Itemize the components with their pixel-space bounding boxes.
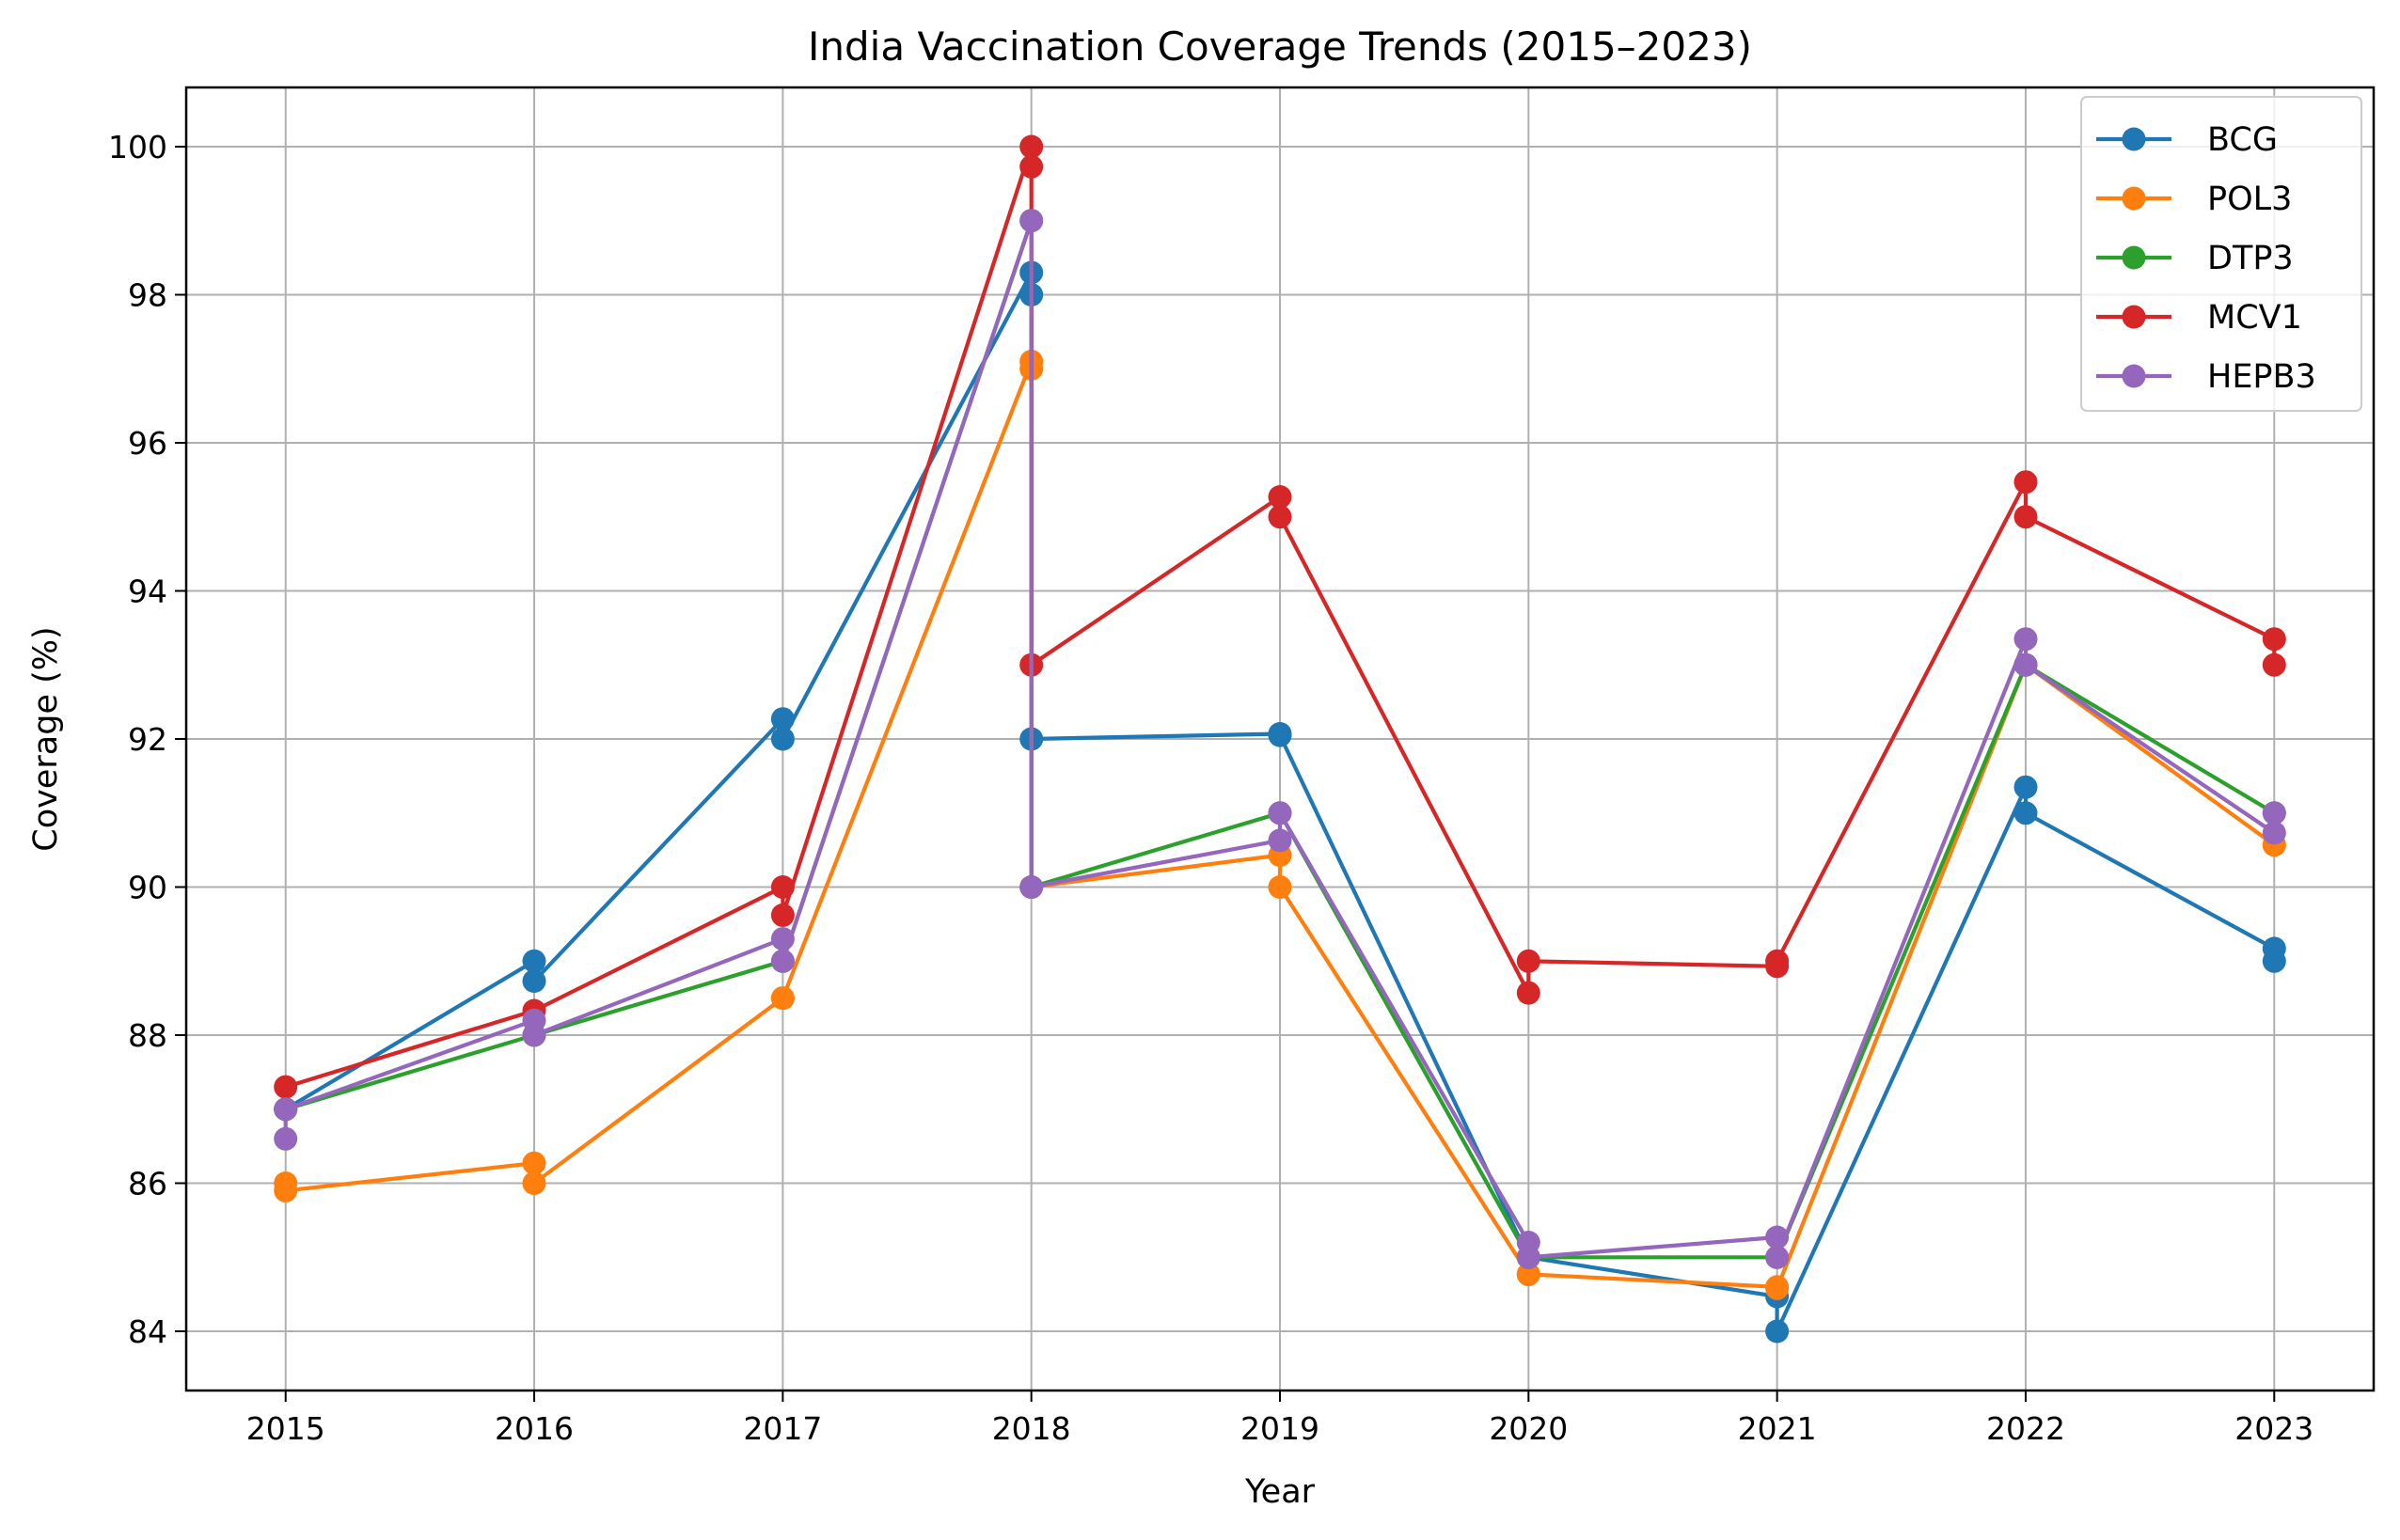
data-point-pol3 bbox=[522, 1171, 546, 1195]
legend-label-pol3: POL3 bbox=[2207, 181, 2292, 218]
data-point-mcv1 bbox=[2262, 652, 2286, 677]
data-point-hepb3 bbox=[2262, 801, 2286, 825]
data-point-hepb3 bbox=[274, 1097, 298, 1122]
data-point-mcv1 bbox=[1019, 134, 1044, 159]
x-tick-label: 2015 bbox=[246, 1410, 325, 1447]
data-point-mcv1 bbox=[1268, 505, 1292, 529]
data-point-hepb3 bbox=[770, 927, 795, 951]
data-point-pol3 bbox=[1516, 1262, 1540, 1286]
x-tick-label: 2023 bbox=[2234, 1410, 2313, 1447]
legend-marker-bcg bbox=[2122, 127, 2146, 151]
y-tick-label: 96 bbox=[128, 425, 167, 462]
series-lines bbox=[274, 134, 2286, 1344]
data-point-pol3 bbox=[274, 1178, 298, 1202]
data-point-hepb3 bbox=[274, 1126, 298, 1151]
data-point-hepb3 bbox=[1268, 801, 1292, 825]
data-point-mcv1 bbox=[770, 875, 795, 899]
legend-item-pol3: POL3 bbox=[2096, 181, 2292, 218]
data-point-hepb3 bbox=[1019, 875, 1044, 899]
data-point-hepb3 bbox=[522, 1023, 546, 1047]
x-tick-label: 2016 bbox=[495, 1410, 574, 1447]
data-point-bcg bbox=[1765, 1319, 1790, 1344]
data-point-mcv1 bbox=[2262, 627, 2286, 652]
legend-label-bcg: BCG bbox=[2207, 121, 2278, 159]
series-line-dtp3 bbox=[283, 218, 2277, 1260]
data-point-bcg bbox=[770, 707, 795, 731]
y-tick-label: 92 bbox=[128, 721, 167, 758]
y-axis-label: Coverage (%) bbox=[27, 626, 65, 851]
data-point-pol3 bbox=[770, 986, 795, 1011]
legend-item-bcg: BCG bbox=[2096, 121, 2278, 159]
data-point-pol3 bbox=[1765, 1276, 1790, 1300]
data-point-hepb3 bbox=[770, 949, 795, 973]
data-point-hepb3 bbox=[1019, 209, 1044, 233]
data-point-mcv1 bbox=[770, 903, 795, 927]
data-point-hepb3 bbox=[1765, 1225, 1790, 1249]
data-point-hepb3 bbox=[2262, 821, 2286, 845]
data-point-hepb3 bbox=[2013, 627, 2038, 652]
y-tick-label: 94 bbox=[128, 574, 167, 610]
data-point-mcv1 bbox=[274, 1075, 298, 1099]
legend-marker-pol3 bbox=[2122, 186, 2146, 211]
x-tick-label: 2022 bbox=[1986, 1410, 2065, 1447]
chart-title: India Vaccination Coverage Trends (2015–… bbox=[808, 24, 1752, 70]
data-point-mcv1 bbox=[1268, 485, 1292, 509]
data-point-hepb3 bbox=[1765, 1245, 1790, 1269]
data-point-mcv1 bbox=[1019, 154, 1044, 179]
data-point-mcv1 bbox=[1516, 949, 1540, 973]
data-point-bcg bbox=[2013, 801, 2038, 825]
legend-label-mcv1: MCV1 bbox=[2207, 299, 2302, 337]
data-point-mcv1 bbox=[2013, 505, 2038, 529]
data-point-mcv1 bbox=[2013, 470, 2038, 495]
data-point-hepb3 bbox=[1268, 828, 1292, 853]
legend-label-dtp3: DTP3 bbox=[2207, 240, 2294, 277]
data-point-bcg bbox=[2013, 775, 2038, 799]
data-point-bcg bbox=[2262, 949, 2286, 973]
legend-item-hepb3: HEPB3 bbox=[2096, 358, 2316, 396]
series-mcv1 bbox=[274, 134, 2286, 1099]
y-tick-label: 98 bbox=[128, 277, 167, 314]
y-tick-label: 86 bbox=[128, 1166, 167, 1202]
data-point-bcg bbox=[1268, 723, 1292, 747]
y-tick-label: 90 bbox=[128, 870, 167, 906]
legend-item-dtp3: DTP3 bbox=[2096, 240, 2294, 277]
data-point-bcg bbox=[522, 949, 546, 973]
y-tick-label: 100 bbox=[108, 129, 167, 165]
axis-ticks: 2015 2016 2017 2018 2019 2020 2021 2022 2023 84 86… bbox=[108, 129, 2313, 1447]
legend: BCG POL3 DTP3 MCV1 HEPB3 bbox=[2080, 96, 2362, 412]
data-point-pol3 bbox=[1268, 875, 1292, 899]
legend-marker-mcv1 bbox=[2122, 305, 2146, 329]
legend-label-hepb3: HEPB3 bbox=[2207, 358, 2316, 396]
data-point-mcv1 bbox=[1516, 981, 1540, 1005]
x-tick-label: 2021 bbox=[1738, 1410, 1817, 1447]
x-tick-label: 2017 bbox=[743, 1410, 822, 1447]
x-axis-label: Year bbox=[1244, 1473, 1316, 1511]
data-point-mcv1 bbox=[1765, 949, 1790, 973]
data-point-pol3 bbox=[522, 1151, 546, 1175]
y-tick-label: 84 bbox=[128, 1313, 167, 1350]
legend-item-mcv1: MCV1 bbox=[2096, 299, 2302, 337]
x-tick-label: 2018 bbox=[992, 1410, 1071, 1447]
data-point-bcg bbox=[770, 727, 795, 751]
x-tick-label: 2020 bbox=[1489, 1410, 1568, 1447]
x-tick-label: 2019 bbox=[1240, 1410, 1319, 1447]
data-point-bcg bbox=[522, 969, 546, 993]
legend-frame bbox=[2080, 96, 2362, 412]
legend-marker-hepb3 bbox=[2122, 364, 2146, 388]
y-tick-label: 88 bbox=[128, 1017, 167, 1054]
legend-marker-dtp3 bbox=[2122, 245, 2146, 270]
data-point-hepb3 bbox=[1516, 1245, 1540, 1269]
data-point-hepb3 bbox=[2013, 652, 2038, 677]
series-hepb3 bbox=[274, 209, 2286, 1269]
